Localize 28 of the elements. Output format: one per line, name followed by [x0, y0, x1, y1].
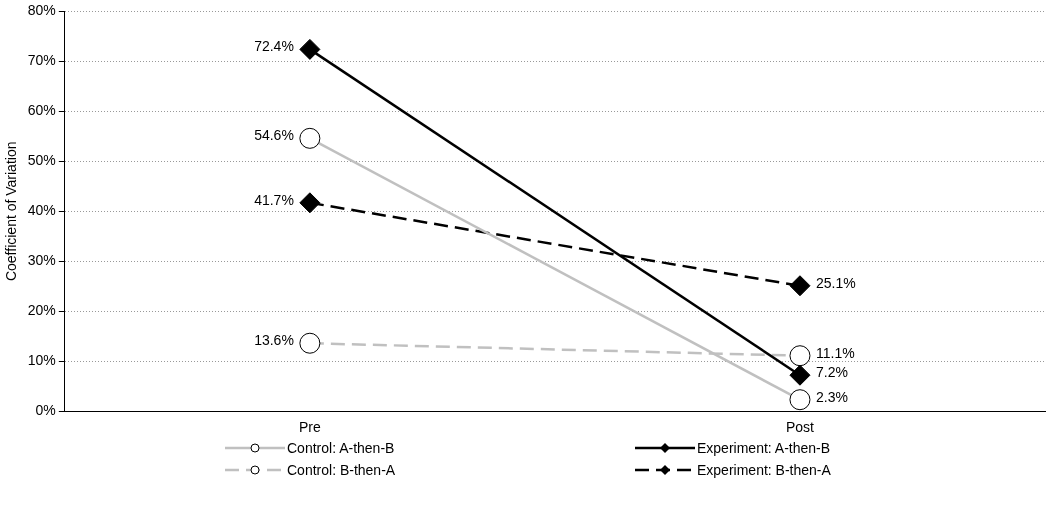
point: [299, 192, 321, 214]
data-label: 11.1%: [815, 344, 855, 361]
x-tick-label: Pre: [298, 419, 321, 436]
point: [789, 364, 811, 386]
point: [299, 38, 321, 60]
y-tick-label: 40%: [27, 202, 56, 219]
legend-label: Experiment: A-then-B: [697, 440, 831, 456]
data-label: 72.4%: [254, 38, 294, 55]
x-tick-label: Post: [785, 419, 815, 436]
data-label: 7.2%: [815, 364, 848, 381]
legend-label: Experiment: B-then-A: [697, 462, 831, 478]
y-tick-label: 30%: [27, 252, 56, 269]
data-label: 13.6%: [254, 332, 294, 349]
y-tick-label: 60%: [27, 102, 56, 119]
y-tick-label: 20%: [27, 302, 56, 319]
y-tick-label: 0%: [35, 402, 56, 419]
y-axis-title: Coefficient of Variation: [3, 141, 20, 282]
data-label: 54.6%: [254, 127, 294, 144]
data-label: 25.1%: [815, 274, 856, 291]
data-label: 41.7%: [254, 191, 294, 208]
y-tick-label: 50%: [27, 152, 56, 169]
legend-label: Control: A-then-B: [287, 440, 395, 456]
legend-label: Control: B-then-A: [287, 462, 396, 478]
y-tick-label: 80%: [27, 2, 56, 19]
data-label: 2.3%: [815, 388, 848, 405]
y-tick-label: 10%: [27, 352, 56, 369]
y-tick-label: 70%: [27, 52, 56, 69]
point: [789, 275, 811, 297]
